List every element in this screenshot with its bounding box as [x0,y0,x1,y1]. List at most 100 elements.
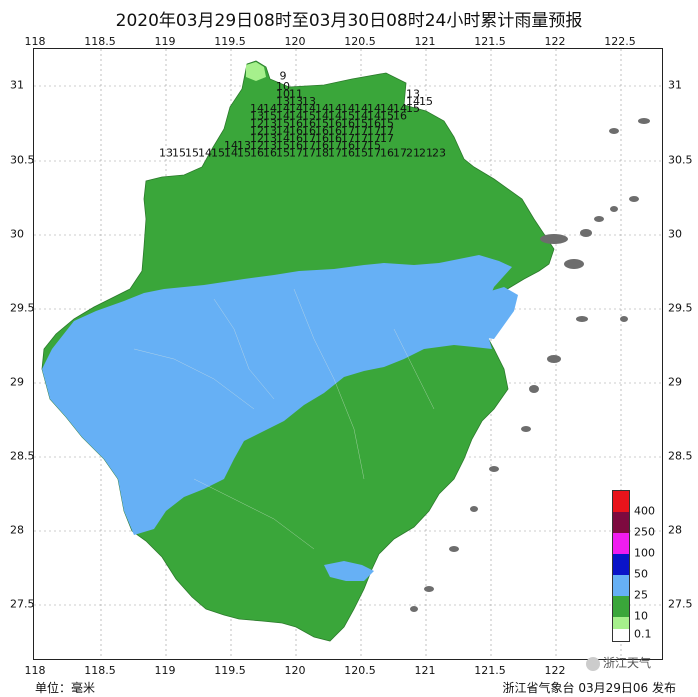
county-borders [133,288,435,550]
lon-tick: 120.5 [344,35,376,48]
lon-tick: 120.5 [344,664,376,677]
lat-tick: 29 [10,375,24,389]
legend-swatch [613,629,629,641]
lon-tick: 119.5 [214,35,246,48]
lon-tick: 118.5 [84,35,116,48]
station-value: 17 [289,147,303,160]
lat-tick: 28 [10,523,24,537]
station-value: 16 [302,117,316,130]
light-rain-area [246,62,266,81]
station-value: 17 [328,147,342,160]
station-value: 15 [380,110,394,123]
station-value: 16 [315,124,329,137]
station-value: 14 [354,102,368,115]
station-value: 15 [276,147,290,160]
legend-swatch [613,554,629,575]
station-value: 17 [367,132,381,145]
station-value: 16 [341,117,355,130]
station-value: 14 [276,102,290,115]
station-value: 16 [380,147,394,160]
station-value: 12 [250,139,264,152]
legend-label: 25 [634,588,648,602]
station-value: 15 [276,139,290,152]
station-value: 14 [380,102,394,115]
station-value: 14 [276,132,290,145]
station-value: 14 [354,110,368,123]
station-value: 16 [393,110,407,123]
legend-swatch [613,512,629,533]
station-value: 15 [380,117,394,130]
station-value: 17 [341,124,355,137]
station-value: 14 [276,110,290,123]
lon-tick: 121.5 [474,664,506,677]
station-value: 16 [302,124,316,137]
station-value: 16 [250,147,264,160]
station-value: 17 [302,147,316,160]
station-value: 16 [328,132,342,145]
station-value: 14 [393,102,407,115]
heavy-rain-area-south [324,561,374,581]
legend-label: 0.1 [634,627,652,641]
station-value: 18 [315,147,329,160]
station-value: 15 [367,139,381,152]
station-value: 10 [276,80,290,93]
legend-swatch [613,491,629,512]
station-value: 14 [276,124,290,137]
watermark: 浙江天气 [586,654,651,671]
lon-tick: 119.5 [214,664,246,677]
station-value: 13 [263,117,277,130]
station-value: 23 [432,147,446,160]
legend-label: 50 [634,567,648,581]
station-value: 15 [185,147,199,160]
station-value: 13 [159,147,173,160]
station-value: 17 [393,147,407,160]
station-value: 13 [250,110,264,123]
heavy-rain-area-east [452,287,518,339]
lat-tick: 27.5 [668,597,693,611]
station-value: 16 [367,117,381,130]
station-value: 15 [315,117,329,130]
station-value: 13 [289,95,303,108]
station-value: 14 [198,147,212,160]
lon-tick: 119 [154,35,176,48]
lat-tick: 28 [668,523,682,537]
station-value: 13 [263,132,277,145]
station-value: 21 [406,147,420,160]
lat-tick: 27.5 [10,597,35,611]
station-value: 14 [315,110,329,123]
station-value: 13 [263,139,277,152]
station-value: 17 [367,124,381,137]
station-value: 15 [419,95,433,108]
station-value: 14 [263,102,277,115]
issuer-label: 浙江省气象台 03月29日06 发布 [502,681,676,695]
station-value: 14 [224,147,238,160]
lon-tick: 121 [414,35,436,48]
lat-tick: 29 [668,375,682,389]
legend-label: 100 [634,546,655,560]
station-value: 14 [250,102,264,115]
station-value: 16 [328,117,342,130]
station-value: 15 [211,147,225,160]
lat-tick: 30.5 [668,153,693,167]
legend-label: 250 [634,525,655,539]
station-value: 15 [237,147,251,160]
station-value: 14 [302,102,316,115]
legend-swatch [613,617,629,629]
station-value: 17 [302,132,316,145]
station-value: 17 [328,139,342,152]
station-value: 15 [263,110,277,123]
station-value: 14 [224,139,238,152]
station-value: 14 [315,102,329,115]
station-value: 15 [341,110,355,123]
station-value: 13 [276,95,290,108]
lon-tick: 118.5 [84,664,116,677]
station-value: 14 [406,95,420,108]
station-value: 15 [406,102,420,115]
station-value: 16 [289,124,303,137]
station-value: 16 [289,139,303,152]
station-value: 17 [354,124,368,137]
lon-tick: 119 [154,664,176,677]
station-value: 15 [302,110,316,123]
station-value: 14 [328,102,342,115]
lat-tick: 30 [10,227,24,241]
